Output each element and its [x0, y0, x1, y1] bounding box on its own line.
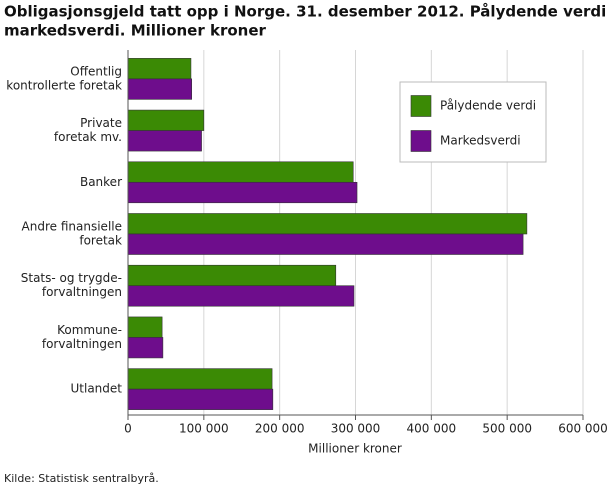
x-tick-label: 400 000 — [407, 422, 457, 436]
y-tick-label: Banker — [80, 175, 122, 189]
bar — [127, 181, 358, 204]
bar — [127, 213, 528, 235]
x-axis-title: Millioner kroner — [308, 442, 402, 456]
x-tick-label: 500 000 — [482, 422, 532, 436]
y-tick-label: Offentlig — [70, 64, 122, 78]
y-tick-label: forvaltningen — [42, 285, 122, 299]
legend: Pålydende verdi Markedsverdi — [399, 81, 547, 163]
bar — [127, 368, 273, 390]
x-tick-label: 300 000 — [331, 422, 381, 436]
bar — [127, 233, 524, 255]
y-tick-label: kontrollerte foretak — [6, 78, 122, 92]
legend-label: Markedsverdi — [440, 134, 521, 148]
x-tick-label: 200 000 — [255, 422, 305, 436]
y-tick-label: Private — [80, 116, 122, 130]
legend-label: Pålydende verdi — [440, 99, 536, 113]
source: Kilde: Statistisk sentralbyrå. — [4, 472, 159, 485]
bar — [127, 388, 274, 410]
y-tick-label: foretak — [79, 234, 122, 248]
y-tick-label: Stats- og trygde- — [21, 271, 122, 285]
bar — [127, 264, 337, 287]
x-tick-label: 600 000 — [558, 422, 608, 436]
y-tick-label: Utlandet — [71, 382, 123, 396]
bar — [127, 130, 202, 152]
bar — [127, 161, 354, 183]
y-tick-label: foretak mv. — [54, 130, 122, 144]
y-tick-label: Kommune- — [57, 323, 122, 337]
legend-swatch — [410, 95, 432, 117]
y-tick-label: forvaltningen — [42, 337, 122, 351]
bar — [127, 285, 355, 307]
bar — [127, 316, 163, 338]
bar — [127, 58, 192, 80]
bar — [127, 109, 205, 131]
bar — [127, 78, 193, 100]
chart-title: Obligasjonsgjeld tatt opp i Norge. 31. d… — [4, 3, 610, 21]
legend-swatch — [410, 130, 432, 152]
x-tick-label: 100 000 — [179, 422, 229, 436]
x-tick-label: 0 — [124, 422, 132, 436]
chart-title: markedsverdi. Millioner kroner — [4, 22, 267, 40]
bar — [127, 337, 164, 359]
y-tick-label: Andre finansielle — [22, 220, 122, 234]
